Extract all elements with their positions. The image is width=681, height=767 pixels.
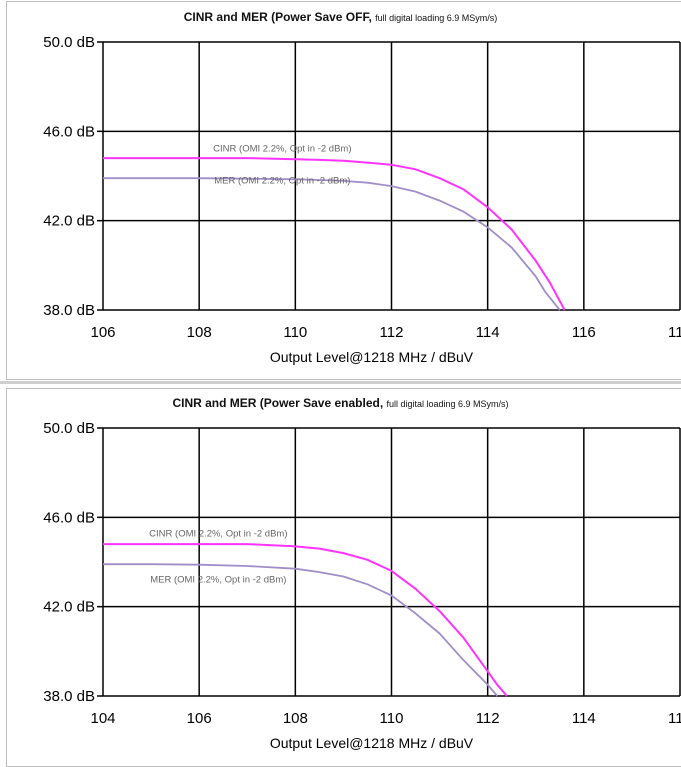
gridlines (97, 41, 681, 311)
x-tick-label: 104 (90, 710, 115, 727)
y-tick-label: 46.0 dB (43, 123, 95, 140)
mer-series-line (103, 177, 561, 311)
chart-title-main: CINR and MER (Power Save enabled, (172, 396, 384, 410)
mer-series-line (103, 563, 498, 697)
x-tick-label: 114 (476, 324, 500, 341)
y-tick-label: 50.0 dB (43, 420, 95, 437)
x-tick-label: 116 (572, 324, 596, 341)
chart-title-bottom: CINR and MER (Power Save enabled, full d… (0, 396, 681, 410)
chart-panel-power-save-off (0, 0, 681, 381)
x-tick-label: 110 (283, 324, 307, 341)
tick-labels: 38.0 dB 42.0 dB 46.0 dB 50.0 dB 104 106 108 110… (43, 420, 681, 751)
x-tick-label: 110 (380, 710, 404, 727)
cinr-series-line (103, 157, 566, 311)
chart-frame-top (6, 1, 681, 380)
gridlines (97, 427, 681, 697)
y-tick-label: 46.0 dB (43, 509, 95, 526)
chart-title-top: CINR and MER (Power Save OFF, full digit… (0, 10, 681, 24)
mer-series-label: MER (OMI 2.2%, Opt in -2 dBm) (214, 175, 350, 186)
y-tick-label: 50.0 dB (43, 34, 95, 51)
x-axis-label: Output Level@1218 MHz / dBuV (270, 349, 474, 365)
series-lines (103, 157, 566, 311)
y-tick-label: 42.0 dB (43, 599, 95, 616)
y-tick-label: 38.0 dB (43, 302, 95, 319)
panel-divider (0, 381, 681, 384)
x-tick-label: 108 (187, 324, 212, 341)
x-tick-label: 114 (572, 710, 596, 727)
line-chart-bottom: 38.0 dB 42.0 dB 46.0 dB 50.0 dB 104 106 108 110… (43, 420, 681, 751)
line-chart-top: 38.0 dB 42.0 dB 46.0 dB 50.0 dB 106 108 110 112… (43, 34, 681, 365)
x-tick-label: 112 (380, 324, 404, 341)
mer-series-label: MER (OMI 2.2%, Opt in -2 dBm) (150, 575, 286, 586)
x-tick-label: 118 (668, 324, 681, 341)
series-lines (103, 543, 508, 697)
x-tick-label: 106 (90, 324, 115, 341)
cinr-series-label: CINR (OMI 2.2%, Opt in -2 dBm) (213, 143, 351, 154)
y-tick-label: 38.0 dB (43, 688, 95, 705)
chart-title-main: CINR and MER (Power Save OFF, (183, 10, 372, 24)
cinr-series-line (103, 543, 508, 697)
x-tick-label: 112 (476, 710, 500, 727)
tick-labels: 38.0 dB 42.0 dB 46.0 dB 50.0 dB 106 108 110 112… (43, 34, 681, 365)
y-tick-label: 42.0 dB (43, 213, 95, 230)
x-tick-label: 116 (668, 710, 681, 727)
chart-title-suffix: full digital loading 6.9 MSym/s) (375, 13, 498, 23)
cinr-series-label: CINR (OMI 2.2%, Opt in -2 dBm) (149, 528, 287, 539)
chart-title-suffix: full digital loading 6.9 MSym/s) (386, 399, 509, 409)
x-tick-label: 106 (187, 710, 212, 727)
x-axis-label: Output Level@1218 MHz / dBuV (270, 735, 474, 751)
x-tick-label: 108 (283, 710, 308, 727)
